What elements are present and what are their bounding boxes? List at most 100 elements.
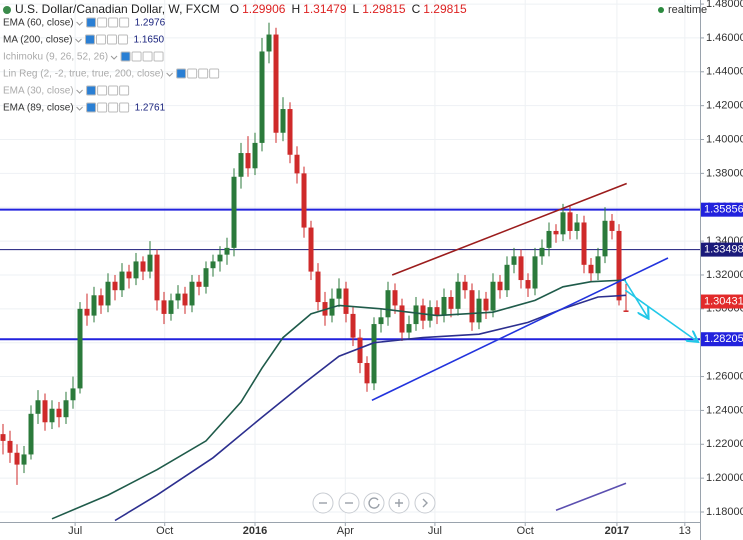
ohlc-label: O — [230, 2, 239, 16]
candle-body — [77, 308, 83, 389]
indicator-eye-button[interactable] — [120, 51, 131, 62]
indicator-add-button[interactable] — [198, 68, 209, 79]
indicator-close-button[interactable] — [119, 17, 130, 28]
candle-body — [154, 254, 160, 301]
y-tick-label: 1.38000 — [706, 167, 743, 179]
symbol-icon — [3, 6, 11, 14]
candle-body — [203, 268, 209, 287]
candle-body — [371, 324, 377, 384]
indicator-add-button[interactable] — [108, 102, 119, 113]
symbol-title: U.S. Dollar/Canadian Dollar, W, FXCM — [15, 2, 220, 16]
candle-body — [497, 281, 503, 291]
indicator-menu — [166, 72, 173, 77]
candle-body — [532, 256, 538, 289]
indicator-name: EMA (89, close) — [3, 103, 74, 114]
candle-body — [385, 290, 391, 318]
candle-body — [602, 220, 608, 257]
x-tick-label: Apr — [337, 525, 354, 537]
candle-body — [140, 261, 146, 272]
indicator-menu — [110, 55, 118, 60]
y-tick-label: 1.24000 — [706, 404, 743, 416]
x-tick-label: 13 — [679, 525, 691, 537]
candle-body — [301, 173, 307, 228]
candle-body — [105, 281, 111, 306]
candle-body — [231, 176, 237, 248]
candle-body — [21, 454, 27, 465]
indicator-eye-button[interactable] — [86, 17, 97, 28]
candle-body — [189, 281, 195, 306]
indicator-name: Lin Reg (2, -2, true, true, 200, close) — [3, 69, 164, 80]
candle-body — [609, 220, 615, 231]
zoom-out-button[interactable] — [312, 492, 334, 514]
x-tick-label: Jul — [428, 525, 442, 537]
indicator-add-button[interactable] — [142, 51, 153, 62]
candle-body — [252, 142, 258, 169]
indicator-close-button[interactable] — [119, 85, 130, 96]
y-tick-label: 1.20000 — [706, 472, 743, 484]
trend-line — [624, 289, 696, 341]
indicator-eye-button[interactable] — [86, 102, 97, 113]
candle-body — [287, 109, 293, 155]
indicator-name: EMA (60, close) — [3, 18, 74, 29]
indicator-close-button[interactable] — [117, 34, 128, 45]
zoom-in-button[interactable] — [388, 492, 410, 514]
indicator-settings-button[interactable] — [187, 68, 198, 79]
candle-body — [273, 34, 279, 133]
ohlc-value: 1.29815 — [423, 2, 467, 16]
scroll-left-button[interactable] — [338, 492, 360, 514]
candle-body — [224, 247, 230, 255]
indicator-add-button[interactable] — [108, 17, 119, 28]
candle-body — [42, 400, 48, 423]
price-tag-label: 1.35856 — [704, 204, 743, 216]
candle-body — [616, 230, 622, 301]
reset-button[interactable] — [363, 492, 385, 514]
status: realtime — [668, 4, 707, 16]
indicator-settings-button[interactable] — [97, 85, 108, 96]
candle-body — [14, 452, 20, 465]
indicator-menu — [76, 89, 83, 94]
candle-body — [357, 337, 363, 364]
candle-body — [175, 293, 181, 301]
candle-body — [364, 363, 370, 384]
candle-body — [210, 261, 216, 269]
indicator-close-button[interactable] — [153, 51, 164, 62]
indicator-add-button[interactable] — [108, 85, 119, 96]
candle-body — [413, 305, 419, 325]
y-tick-label: 1.44000 — [706, 66, 743, 78]
price-tag — [701, 294, 743, 309]
candle-body — [161, 300, 167, 314]
candle-body — [182, 293, 188, 306]
candle-body — [434, 307, 440, 316]
candle-body — [245, 153, 251, 169]
candle-body — [98, 295, 104, 306]
indicator-menu — [75, 38, 82, 43]
indicator-eye-button[interactable] — [86, 85, 97, 96]
indicator-eye-button[interactable] — [84, 34, 95, 45]
candle-body — [588, 264, 594, 274]
candle-body — [462, 281, 468, 291]
indicator-settings-button[interactable] — [97, 17, 108, 28]
y-tick-label: 1.22000 — [706, 438, 743, 450]
candle-body — [63, 400, 69, 418]
candle-body — [266, 34, 272, 52]
indicator-settings-button[interactable] — [131, 51, 142, 62]
indicator-settings-button[interactable] — [95, 34, 106, 45]
indicator-close-button[interactable] — [119, 102, 130, 113]
scroll-right-button[interactable] — [414, 492, 436, 514]
candle-body — [308, 227, 314, 272]
indicator-close-button[interactable] — [209, 68, 220, 79]
y-tick-label: 1.40000 — [706, 133, 743, 145]
ohlc-label: L — [353, 2, 360, 16]
candle-body — [518, 256, 524, 281]
ma-line — [51, 279, 627, 520]
candle-body — [119, 271, 125, 291]
indicator-value: 1.1650 — [133, 35, 164, 46]
candle-body — [455, 281, 461, 309]
indicator-value: 1.2761 — [135, 103, 166, 114]
indicator-add-button[interactable] — [106, 34, 117, 45]
ohlc-value: 1.29815 — [362, 2, 406, 16]
indicator-eye-button[interactable] — [176, 68, 187, 79]
indicator-settings-button[interactable] — [97, 102, 108, 113]
candle-body — [294, 154, 300, 174]
candle-body — [560, 212, 566, 235]
